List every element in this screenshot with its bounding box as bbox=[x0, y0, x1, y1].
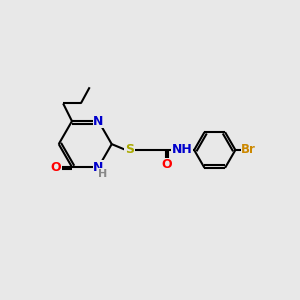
Text: NH: NH bbox=[172, 143, 193, 157]
Text: N: N bbox=[93, 160, 104, 174]
Text: Br: Br bbox=[241, 143, 256, 157]
Text: O: O bbox=[50, 160, 61, 174]
Text: N: N bbox=[93, 115, 104, 128]
Text: O: O bbox=[161, 158, 172, 171]
Text: H: H bbox=[98, 169, 107, 178]
Text: S: S bbox=[125, 143, 134, 157]
